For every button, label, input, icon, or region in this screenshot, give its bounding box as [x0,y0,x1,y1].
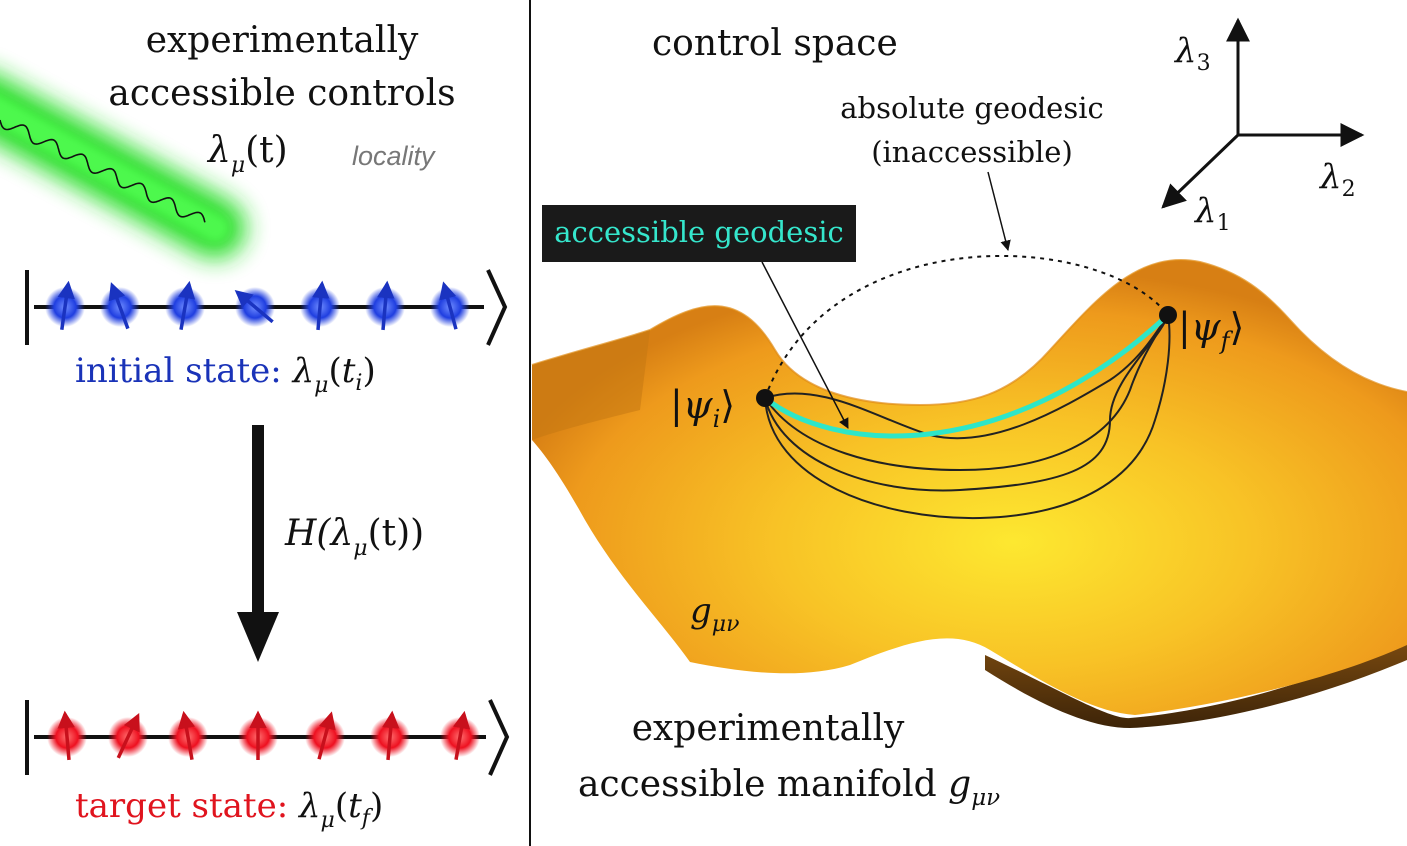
accessible-geodesic-pointer [761,261,849,429]
initial-spin [165,280,205,330]
axis-lambda1-label: λ1 [1193,191,1231,236]
accessible-geodesic-label: accessible geodesic [554,215,844,249]
psi-i-point [756,389,774,407]
target-spin-chain [25,699,510,776]
laser-beam [0,75,246,259]
wavy-photon [0,119,206,223]
axis-lambda2-label: λ2 [1318,157,1356,202]
bottom-title-line2: accessible manifold gμν [578,764,1000,811]
initial-spin [430,281,470,330]
psi-i-label: |ψi⟩ [670,383,735,433]
target-spin [305,711,345,760]
left-title-line1: experimentally [146,20,419,61]
locality-label: locality [352,141,436,171]
left-title-line2: accessible controls [108,73,455,114]
target-spin [238,710,278,760]
target-spin [47,710,87,761]
accessible-geodesic-label-box [542,205,856,262]
control-space-title: control space [652,23,898,64]
axis-lambda3-label: λ3 [1173,31,1211,76]
target-spin [370,710,410,761]
target-spin [168,710,208,760]
psi-f-label: |ψf⟩ [1178,305,1244,355]
evolution-arrow [237,425,279,662]
initial-spin [45,280,85,331]
alternative-paths [764,314,1171,520]
target-state-label: target state: λμ(tf) [75,786,383,833]
absolute-geodesic-line2: (inaccessible) [871,135,1073,169]
absolute-geodesic-line1: absolute geodesic [840,91,1104,125]
control-symbol: λμ(t) [206,130,288,178]
initial-state-label: initial state: λμ(ti) [75,351,376,398]
axes-triad [1161,17,1365,209]
target-spin [108,712,148,759]
initial-spin [234,287,275,327]
accessible-geodesic-path [763,313,1170,439]
initial-spin [100,282,140,330]
initial-spin [365,280,405,331]
target-spin [440,710,480,760]
absolute-geodesic-pointer [987,171,1011,252]
metric-label: gμν [690,591,739,637]
initial-spin-chain [25,269,508,346]
absolute-geodesic-path [764,254,1169,399]
initial-spin [300,280,340,331]
bottom-title-line1: experimentally [632,708,905,749]
hamiltonian-label: H(λμ(t)) [284,513,424,561]
psi-f-point [1159,306,1177,324]
manifold-surface [531,259,1407,728]
